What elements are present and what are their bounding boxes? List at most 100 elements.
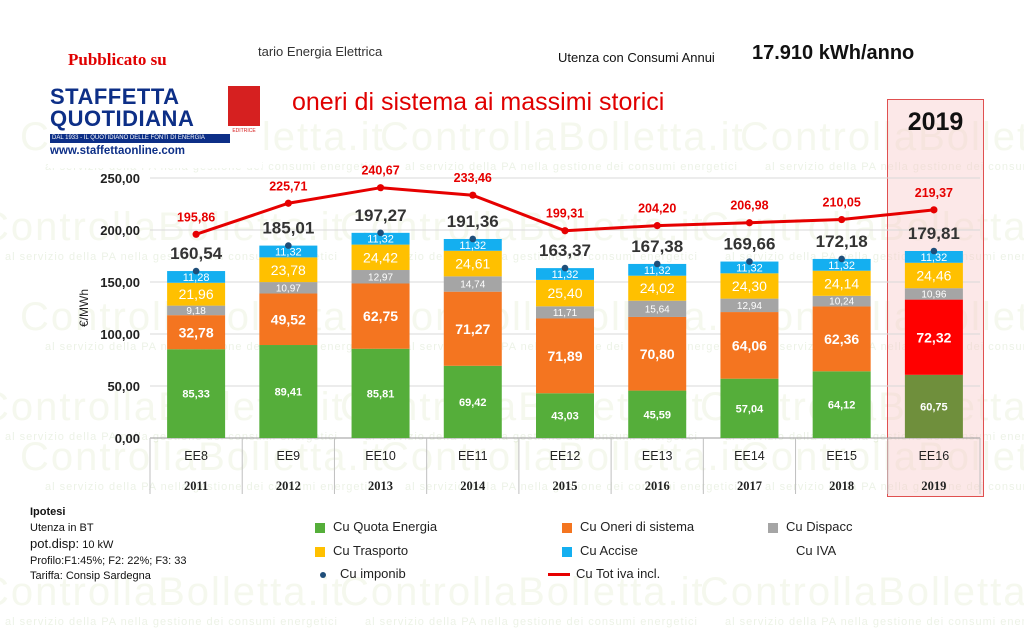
bar-label-accise: 11,32 [644,265,671,277]
bar-segment-oneri [720,312,779,379]
bar-segment-trasporto [167,282,226,306]
bar-label-energia: 85,33 [182,389,210,401]
tot-label: 210,05 [823,196,861,210]
logo-line-2: QUOTIDIANA [50,106,195,131]
bar-label-trasporto: 21,96 [179,286,214,302]
logo-line-1: STAFFETTA [50,84,180,109]
year-label: 2015 [553,479,578,493]
utenza-label: Utenza con Consumi Annui [558,50,715,65]
staffetta-logo: STAFFETTA QUOTIDIANA DAL 1933 - IL QUOTI… [48,84,262,168]
watermark-text: ControllaBolletta.it [700,205,1024,249]
y-tick-label: 150,00 [100,275,140,290]
y-tick-label: 250,00 [100,171,140,186]
legend-swatch-accise [562,546,572,557]
legend-label-energia: Cu Quota Energia [333,519,438,534]
bar-label-accise: 11,32 [459,240,486,252]
bar-segment-energia [443,365,502,438]
legend-swatch-dispacc [768,522,778,533]
bar-segment-oneri [812,306,871,372]
legend-item-dispacc: Cu Dispacc [768,519,852,535]
tot-marker [745,219,754,227]
watermark-tagline: al servizio della PA nella gestione dei … [405,161,738,173]
watermark-text: ControllaBolletta.it [740,115,1024,159]
category-label: EE16 [919,449,950,463]
bar-label-oneri: 49,52 [271,311,306,327]
watermark-text: ControllaBolletta.it [740,435,1024,479]
legend-item-tot: Cu Tot iva incl. [548,566,660,582]
bar-segment-accise [536,268,594,280]
bar-segment-trasporto [904,262,963,289]
watermark-text: ControllaBolletta.it [700,570,1024,614]
imponib-label: 172,18 [816,232,868,251]
imponib-marker [561,264,569,272]
tot-label: 204,20 [638,202,676,216]
bar-label-oneri: 62,36 [824,331,859,347]
legend-label-tot: Cu Tot iva incl. [576,566,661,581]
bar-label-dispacc: 10,97 [276,283,301,294]
year-label: 2014 [460,479,486,493]
legend-swatch-trasporto [315,546,325,557]
y-tick-label: 100,00 [100,327,140,342]
watermark-text: ControllaBolletta.it [340,570,705,614]
watermark-tagline: al servizio della PA nella gestione dei … [45,481,378,493]
bar-label-energia: 89,41 [275,386,303,398]
bar-label-oneri: 71,27 [455,321,490,337]
assumption-profilo: Profilo:F1:45%; F2: 22%; F3: 33 [30,554,187,567]
bar-segment-oneri [904,299,963,375]
year-label: 2018 [829,479,854,493]
logo-tagline: DAL 1933 - IL QUOTIDIANO DELLE FONTI DI … [50,134,230,143]
bar-segment-accise [351,232,410,245]
legend-label-oneri: Cu Oneri di sistema [580,519,695,534]
bar-segment-dispacc [720,298,779,313]
legend-label-accise: Cu Accise [580,543,638,558]
year-label: 2016 [645,479,670,493]
legend-item-trasporto: Cu Trasporto [315,543,408,559]
bar-label-energia: 69,42 [459,397,487,409]
year-label: 2012 [276,479,301,493]
bar-label-trasporto: 23,78 [271,262,306,278]
assumption-tariffa: Tariffa: Consip Sardegna [30,570,151,582]
bar-segment-dispacc [904,288,963,300]
watermark-tagline: al servizio della PA nella gestione dei … [765,161,1024,173]
category-label: EE11 [458,449,488,463]
published-label: Pubblicato su [68,50,167,69]
tot-label: 225,71 [269,179,307,193]
tot-marker [284,199,292,207]
bar-label-oneri: 64,06 [732,337,767,353]
imponib-marker [192,267,200,275]
bar-segment-energia [904,374,963,438]
bar-segment-accise [443,238,502,251]
y-tick-label: 200,00 [100,223,140,238]
bar-segment-trasporto [351,244,410,271]
tot-marker [838,215,846,224]
bar-label-energia: 43,03 [551,411,579,423]
category-label: EE14 [734,449,765,463]
bar-label-trasporto: 25,40 [547,285,582,301]
watermark-tagline: al servizio della PA nella gestione dei … [405,481,738,493]
highlight-year-label: 2019 [907,108,964,136]
tot-marker [376,184,385,192]
assumption-utenza: Utenza in BT [30,521,94,534]
bar-label-dispacc: 12,97 [368,272,393,283]
bar-label-accise: 11,32 [736,262,763,274]
year-label: 2011 [184,479,208,493]
legend-swatch-oneri [562,522,572,533]
imponib-label: 179,81 [908,224,960,243]
bar-label-trasporto: 24,30 [732,278,767,294]
bar-label-dispacc: 15,64 [645,304,670,315]
bar-segment-trasporto [259,257,318,283]
watermark-text: ControllaBolletta.it [20,435,385,479]
bar-segment-accise [720,261,779,274]
bar-segment-energia [536,393,594,438]
y-tick-label: 0,00 [115,431,140,446]
bar-label-accise: 11,32 [275,246,302,258]
bar-label-accise: 11,32 [921,252,948,264]
tot-marker [561,227,569,235]
imponib-marker [653,260,661,268]
bar-segment-energia [812,371,871,438]
bar-label-oneri: 70,80 [640,346,675,362]
category-label: EE12 [550,449,581,463]
bar-label-oneri: 71,89 [547,348,582,364]
